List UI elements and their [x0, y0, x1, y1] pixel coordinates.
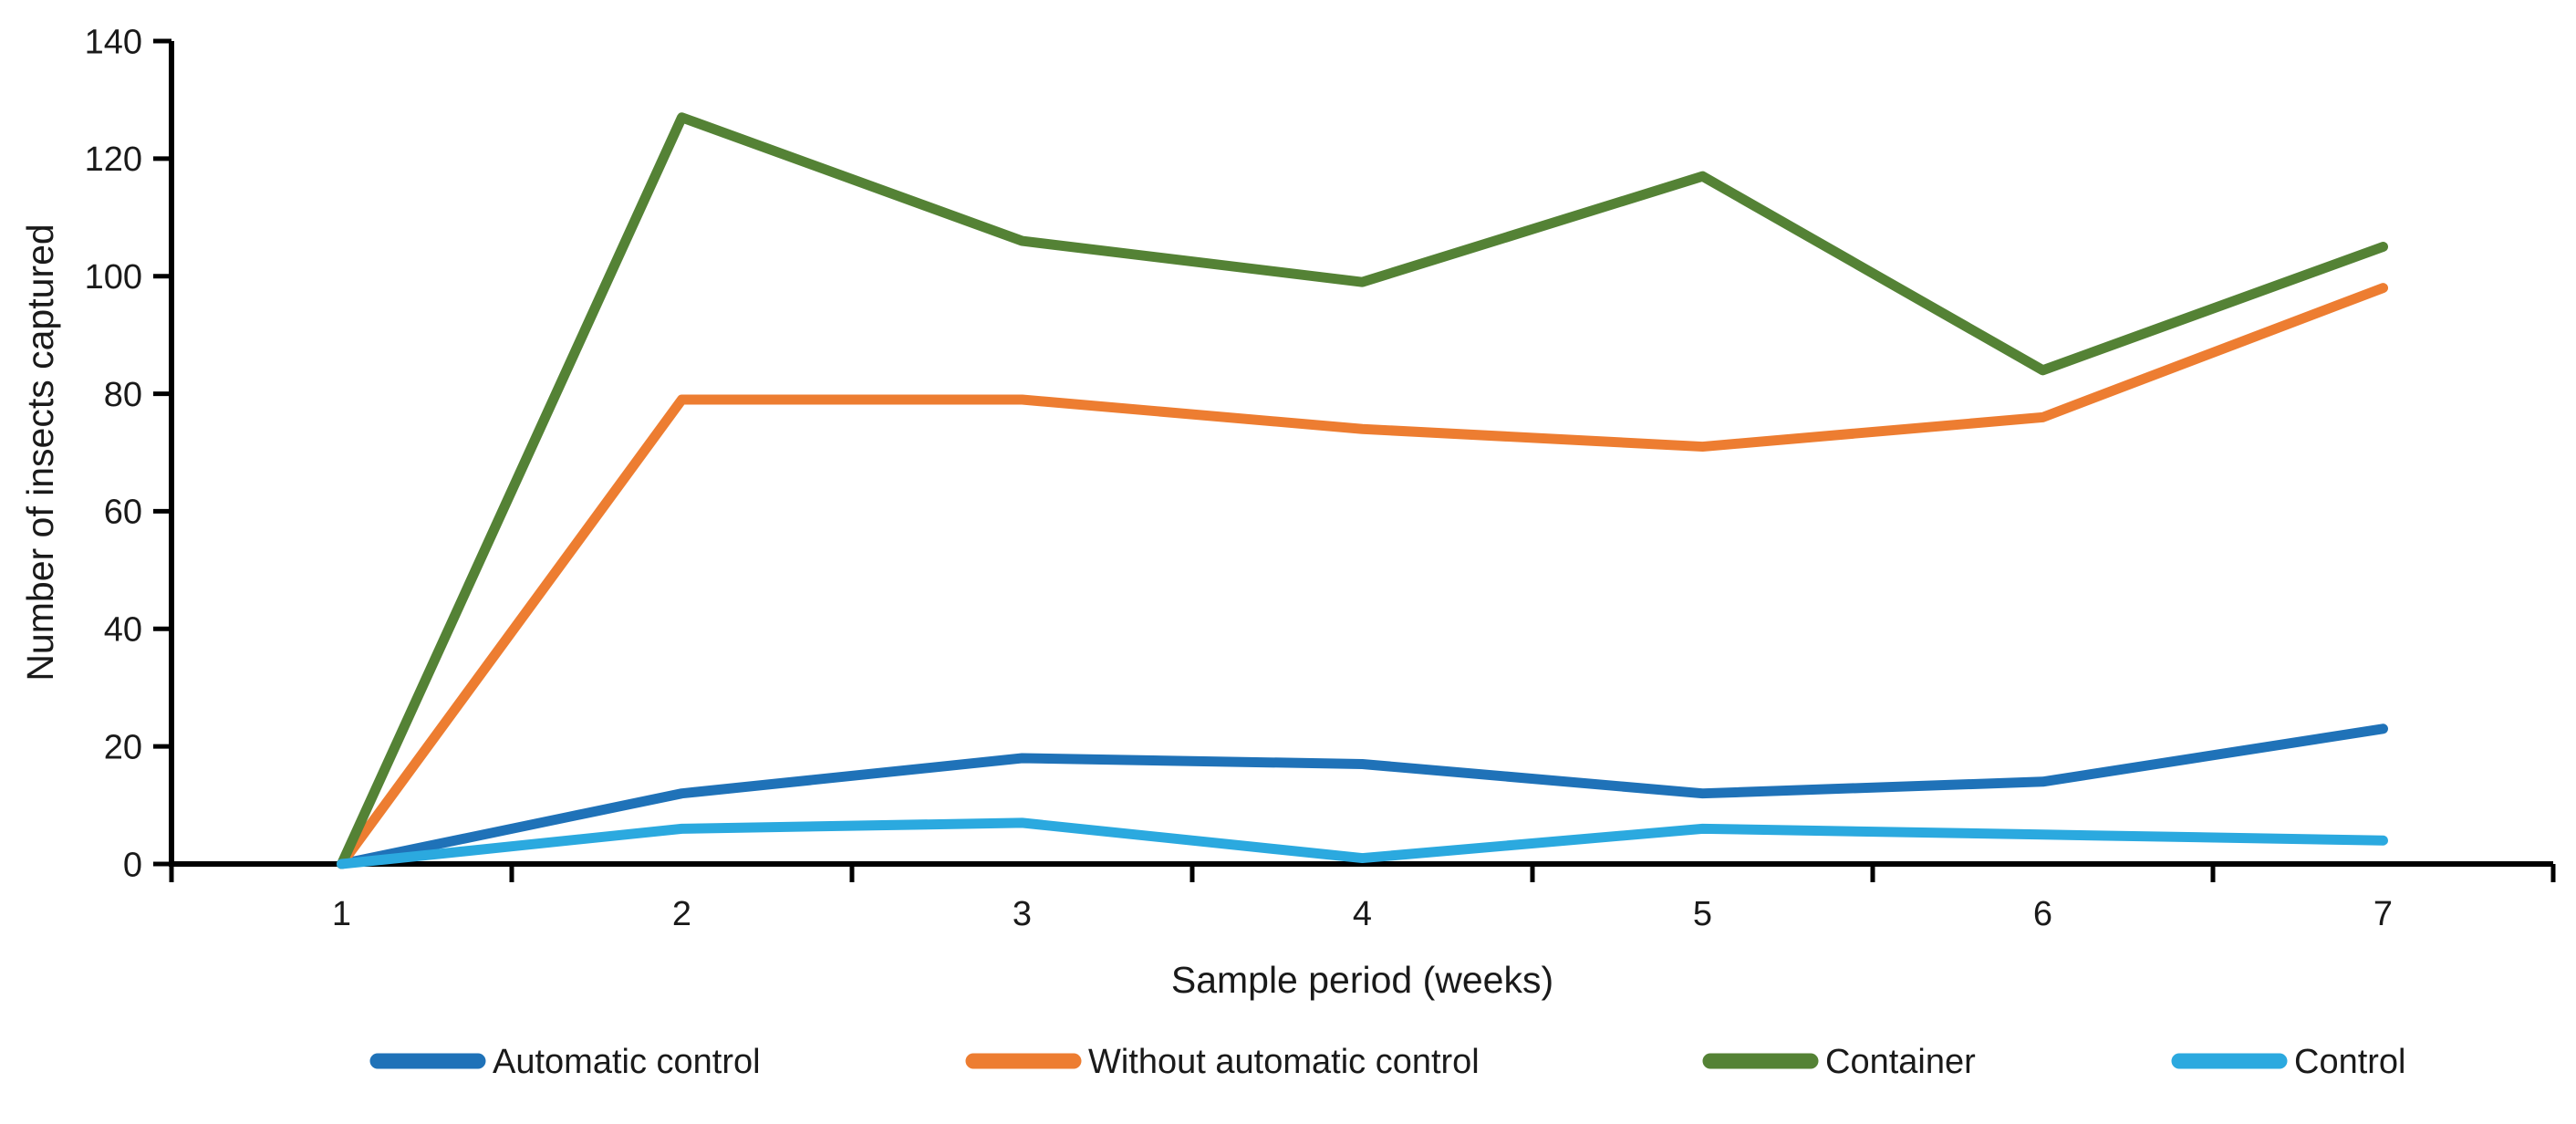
x-tick-label-4: 4 [1353, 895, 1372, 933]
y-tick-label-40: 40 [104, 611, 142, 650]
chart-legend: Automatic control Without automatic contr… [369, 1043, 2406, 1081]
y-tick-label-0: 0 [123, 846, 142, 884]
x-tick-label-6: 6 [2033, 895, 2052, 933]
series-line-container [337, 112, 2388, 869]
legend-label-without-automatic-control: Without automatic control [1088, 1043, 1480, 1081]
legend-item-automatic-control: Automatic control [369, 1043, 761, 1081]
y-tick-label-80: 80 [104, 376, 142, 414]
series-line-without-automatic-control [337, 283, 2388, 869]
x-tick-label-7: 7 [2373, 895, 2393, 933]
x-tick-label-1: 1 [332, 895, 351, 933]
x-tick-label-5: 5 [1693, 895, 1712, 933]
legend-item-control: Control [2171, 1043, 2406, 1081]
y-tick-label-140: 140 [85, 23, 142, 61]
y-axis-title: Number of insects captured [19, 224, 61, 681]
legend-item-container: Container [1702, 1043, 1976, 1081]
x-tick-label-3: 3 [1013, 895, 1032, 933]
y-tick-label-20: 20 [104, 728, 142, 766]
y-tick-label-100: 100 [85, 258, 142, 297]
x-axis-title: Sample period (weeks) [1171, 959, 1553, 1001]
x-tick-label-2: 2 [672, 895, 691, 933]
series-line-control [337, 817, 2388, 869]
series-line-automatic-control [337, 723, 2388, 869]
y-tick-label-60: 60 [104, 494, 142, 532]
y-tick-label-120: 120 [85, 140, 142, 179]
legend-label-control: Control [2294, 1043, 2406, 1081]
legend-item-without-automatic-control: Without automatic control [965, 1043, 1480, 1081]
legend-label-container: Container [1825, 1043, 1976, 1081]
legend-label-automatic-control: Automatic control [493, 1043, 761, 1081]
